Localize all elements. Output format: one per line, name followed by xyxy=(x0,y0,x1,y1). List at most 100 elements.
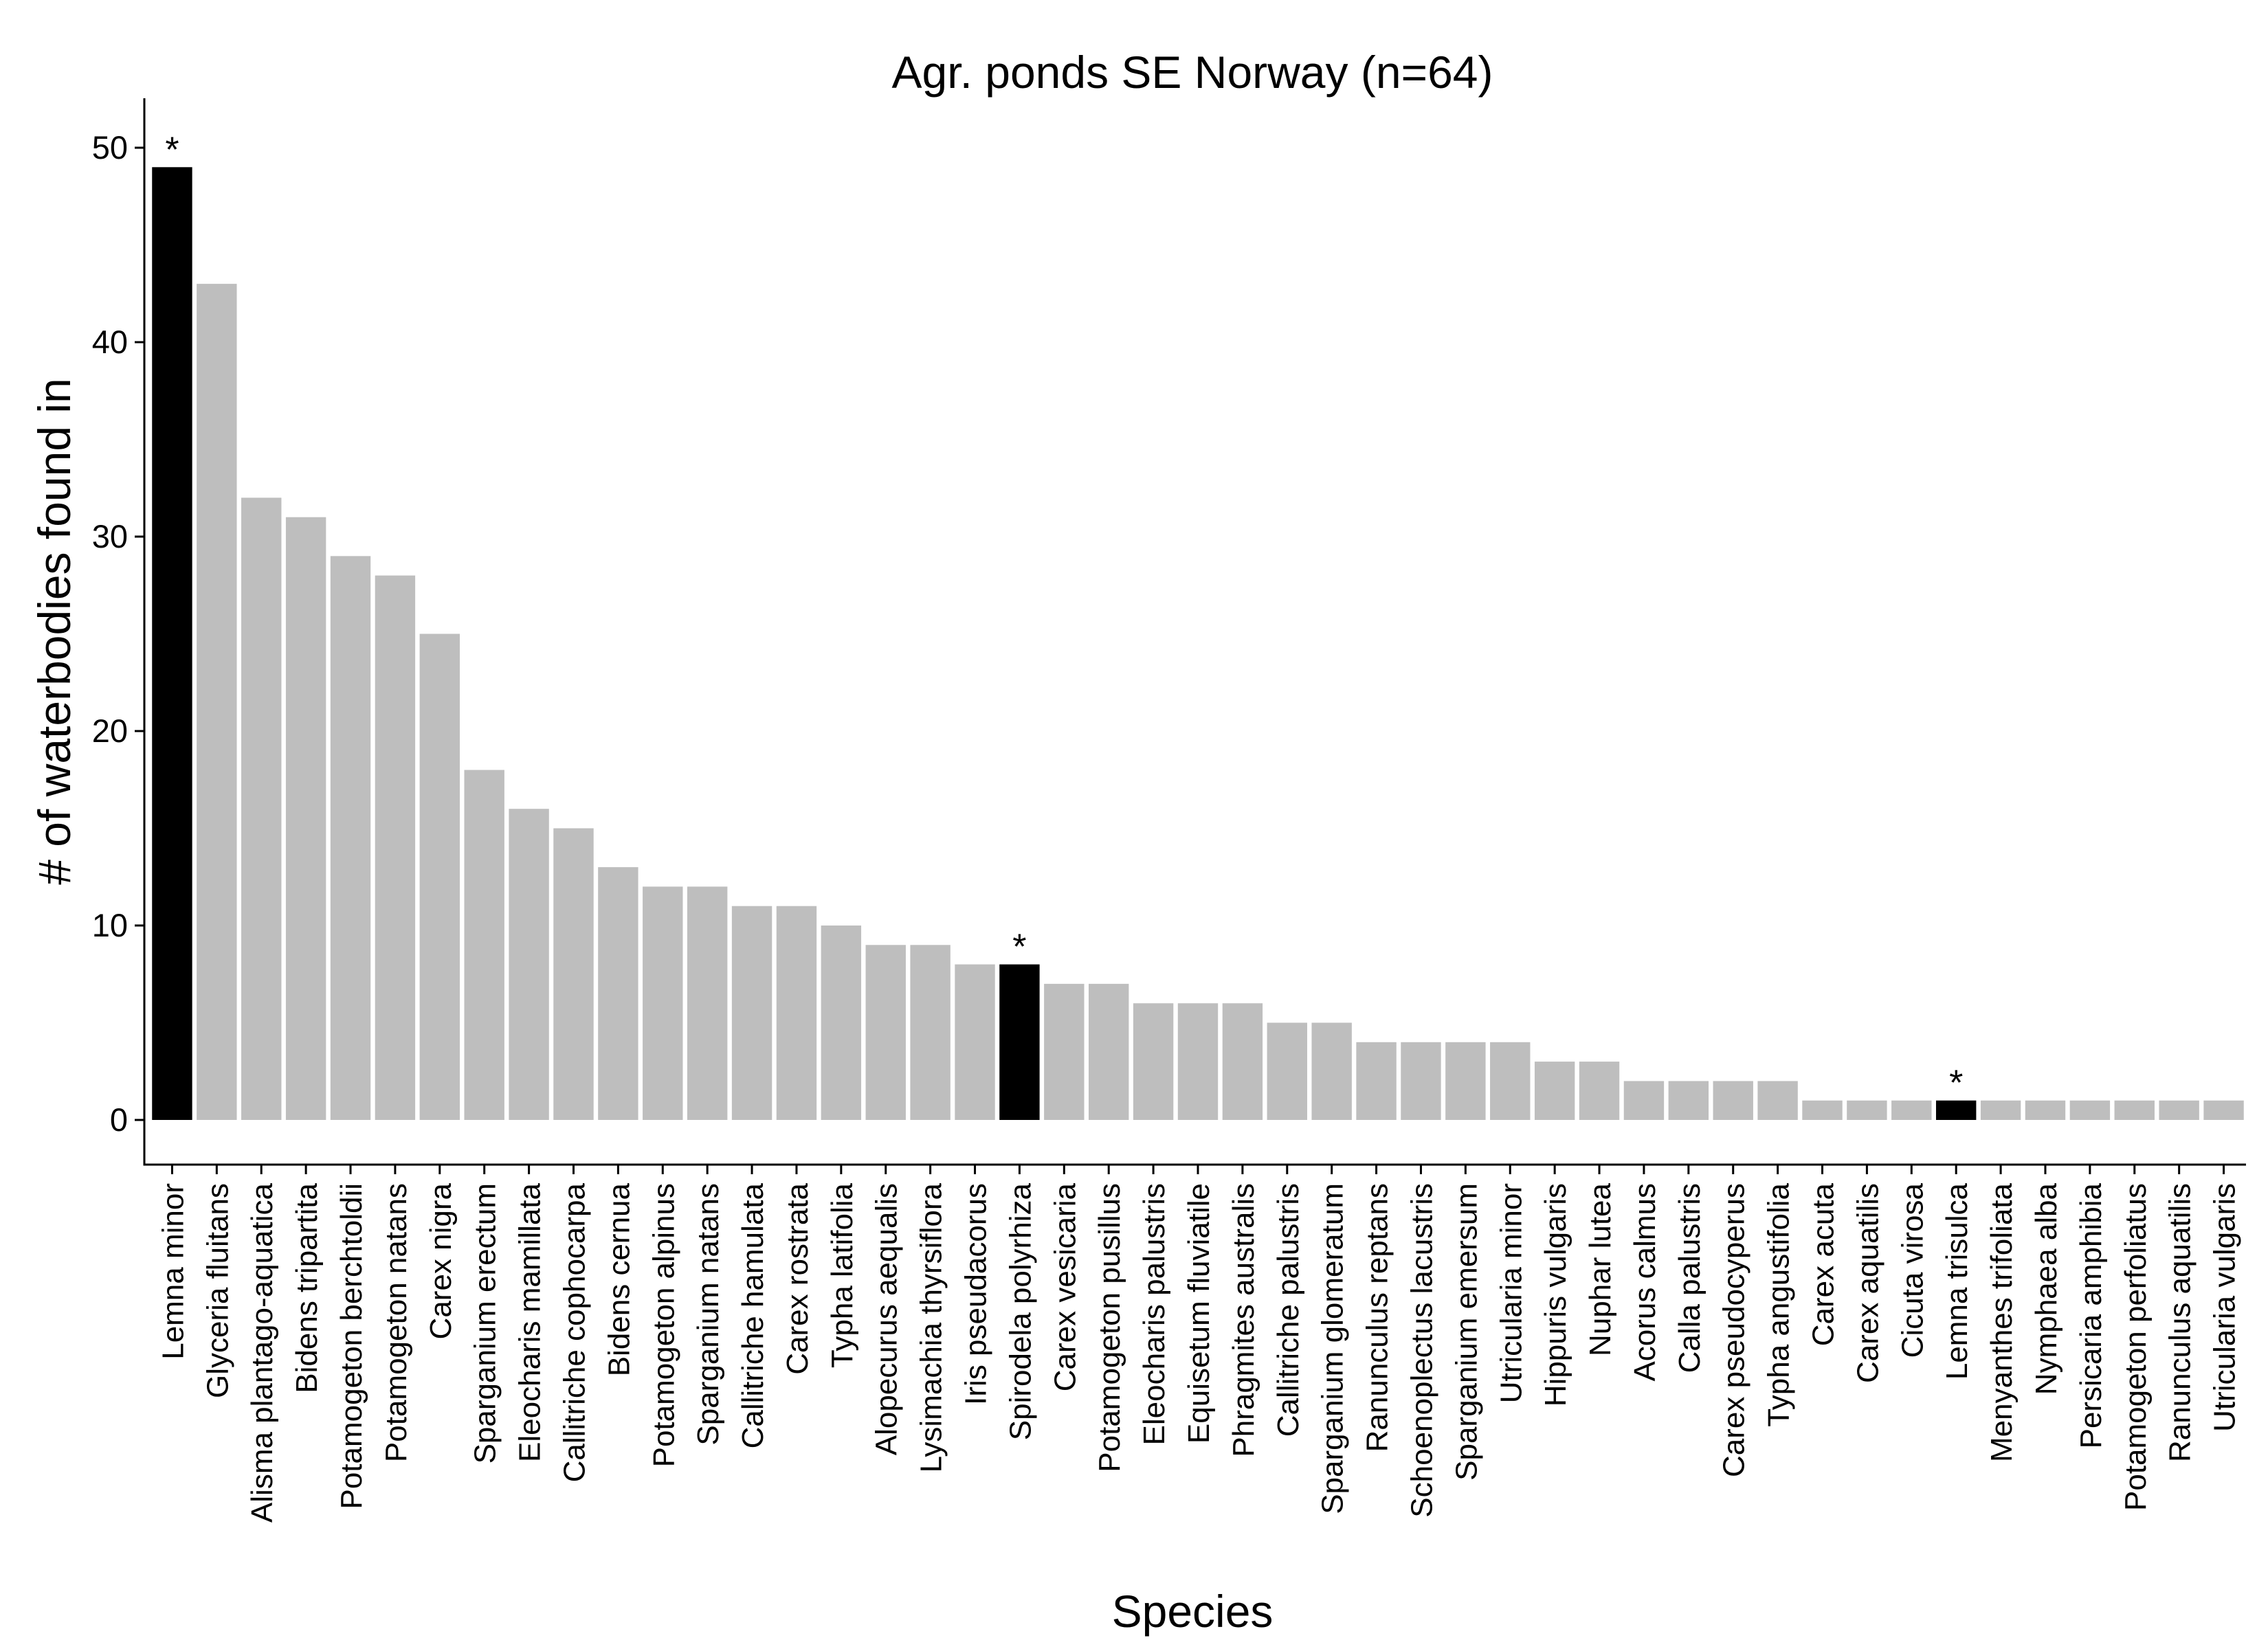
x-tick-label: Carex vesicaria xyxy=(1048,1182,1082,1391)
bar-cicuta-virosa xyxy=(1891,1100,1932,1120)
bar-hippuris-vulgaris xyxy=(1534,1062,1575,1120)
bar-carex-aquatilis xyxy=(1847,1100,1887,1120)
bar-eleocharis-mamillata xyxy=(509,809,549,1120)
bar-potamogeton-natans xyxy=(375,575,416,1120)
x-axis-title: Species xyxy=(1112,1586,1274,1637)
bar-carex-rostrata xyxy=(776,906,817,1120)
x-tick-label: Potamogeton berchtoldii xyxy=(335,1183,368,1510)
bar-carex-acuta xyxy=(1802,1100,1843,1120)
significance-marker: * xyxy=(1949,1064,1963,1103)
bar-carex-pseudocyperus xyxy=(1713,1081,1753,1120)
x-tick-label: Sparganium erectum xyxy=(469,1183,502,1463)
bar-potamogeton-berchtoldii xyxy=(330,556,371,1120)
x-axis-ticks: Lemna minor Glyceria fluitans Alisma plant… xyxy=(156,1165,2242,1523)
x-tick-label: Menyanthes trifoliata xyxy=(1985,1182,2019,1462)
x-tick-label: Alisma plantago-aquatica xyxy=(245,1182,279,1523)
x-tick-label: Potamogeton perfoliatus xyxy=(2119,1183,2153,1511)
x-tick-label: Potamogeton alpinus xyxy=(647,1183,680,1467)
bar-carex-nigra xyxy=(419,633,460,1120)
x-tick-label: Carex pseudocyperus xyxy=(1717,1183,1751,1477)
plot-area: * * * xyxy=(152,130,2244,1121)
y-tick-label: 30 xyxy=(92,518,128,554)
bar-glyceria-fluitans xyxy=(197,284,237,1121)
bar-callitriche-hamulata xyxy=(731,906,772,1120)
y-tick-label: 20 xyxy=(92,713,128,749)
bar-menyanthes-trifoliata xyxy=(1980,1100,2021,1120)
x-tick-label: Carex nigra xyxy=(424,1182,458,1339)
x-tick-label: Persicaria amphibia xyxy=(2074,1182,2108,1448)
x-tick-label: Acorus calmus xyxy=(1628,1183,1662,1382)
x-tick-label: Callitriche cophocarpa xyxy=(557,1182,591,1482)
x-tick-label: Carex aquatilis xyxy=(1851,1183,1885,1383)
x-tick-label: Utricularia vulgaris xyxy=(2208,1183,2242,1432)
bar-sparganium-natans xyxy=(687,886,728,1120)
x-tick-label: Equisetum fluviatile xyxy=(1182,1183,1216,1444)
y-tick-label: 50 xyxy=(92,129,128,166)
bar-acorus-calmus xyxy=(1623,1081,1665,1120)
x-tick-label: Hippuris vulgaris xyxy=(1539,1183,1572,1406)
bar-calla-palustris xyxy=(1668,1081,1709,1120)
bar-potamogeton-perfoliatus xyxy=(2114,1100,2155,1120)
x-tick-label: Callitriche hamulata xyxy=(736,1182,770,1448)
bar-sparganium-glomeratum xyxy=(1311,1022,1352,1120)
x-tick-label: Typha latifolia xyxy=(825,1182,859,1368)
bar-schoenoplectus-lacustris xyxy=(1401,1042,1441,1120)
bar-lemna-trisulca xyxy=(1935,1100,1977,1120)
bar-bidens-cernua xyxy=(598,867,638,1120)
bar-potamogeton-alpinus xyxy=(643,886,683,1120)
bar-alisma-plantago-aquatica xyxy=(241,497,282,1120)
bar-utricularia-minor xyxy=(1490,1042,1531,1120)
x-tick-label: Phragmites australis xyxy=(1227,1183,1260,1457)
x-tick-label: Ranunculus aquatilis xyxy=(2164,1183,2197,1462)
x-tick-label: Glyceria fluitans xyxy=(201,1183,234,1398)
significance-marker: * xyxy=(1012,928,1026,967)
x-tick-label: Alopecurus aequalis xyxy=(870,1183,904,1455)
x-tick-label: Nymphaea alba xyxy=(2030,1182,2063,1395)
x-tick-label: Eleocharis palustris xyxy=(1137,1183,1171,1446)
bar-alopecurus-aequalis xyxy=(865,945,906,1120)
bar-sparganium-erectum xyxy=(464,770,504,1120)
x-tick-label: Lemna minor xyxy=(156,1183,190,1360)
bar-lemna-minor xyxy=(152,167,192,1120)
x-tick-label: Callitriche palustris xyxy=(1271,1183,1305,1437)
bar-eleocharis-palustris xyxy=(1133,1003,1174,1120)
bar-callitriche-palustris xyxy=(1267,1022,1307,1120)
y-tick-label: 0 xyxy=(110,1101,128,1138)
x-tick-label: Bidens tripartita xyxy=(290,1182,324,1393)
bar-sparganium-emersum xyxy=(1445,1042,1486,1120)
x-tick-label: Spirodela polyrhiza xyxy=(1003,1182,1037,1440)
y-tick-label: 10 xyxy=(92,907,128,943)
x-tick-label: Carex rostrata xyxy=(781,1182,814,1374)
x-tick-label: Calla palustris xyxy=(1673,1183,1706,1373)
bar-spirodela-polyrhiza xyxy=(999,964,1040,1120)
x-tick-label: Sparganium emersum xyxy=(1449,1183,1483,1481)
x-tick-label: Eleocharis mamillata xyxy=(513,1182,547,1461)
bar-ranunculus-reptans xyxy=(1356,1042,1397,1120)
x-tick-label: Carex acuta xyxy=(1807,1182,1841,1346)
x-tick-label: Schoenoplectus lacustris xyxy=(1405,1183,1438,1518)
bar-equisetum-fluviatile xyxy=(1177,1003,1219,1120)
x-tick-label: Ranunculus reptans xyxy=(1361,1183,1394,1452)
x-tick-label: Potamogeton pusillus xyxy=(1093,1183,1126,1472)
x-tick-label: Lemna trisulca xyxy=(1940,1182,1974,1380)
bar-iris-pseudacorus xyxy=(955,964,995,1120)
x-tick-label: Nuphar lutea xyxy=(1583,1182,1617,1356)
bar-ranunculus-aquatilis xyxy=(2159,1100,2199,1120)
bar-carex-vesicaria xyxy=(1044,983,1085,1120)
bar-nuphar-lutea xyxy=(1579,1062,1620,1120)
bar-typha-angustifolia xyxy=(1757,1081,1798,1120)
bar-lysimachia-thyrsiflora xyxy=(910,945,950,1120)
chart-title: Agr. ponds SE Norway (n=64) xyxy=(892,47,1493,98)
significance-marker: * xyxy=(165,130,179,170)
bar-callitriche-cophocarpa xyxy=(553,828,594,1120)
bar-potamogeton-pusillus xyxy=(1089,983,1129,1120)
x-tick-label: Iris pseudacorus xyxy=(959,1183,993,1405)
x-tick-label: Bidens cernua xyxy=(602,1182,636,1376)
y-tick-label: 40 xyxy=(92,324,128,360)
x-tick-label: Sparganium glomeratum xyxy=(1316,1183,1350,1514)
x-tick-label: Utricularia minor xyxy=(1494,1183,1528,1403)
bar-bidens-tripartita xyxy=(285,517,326,1120)
x-tick-label: Potamogeton natans xyxy=(379,1183,413,1462)
x-tick-label: Typha angustifolia xyxy=(1762,1182,1796,1426)
